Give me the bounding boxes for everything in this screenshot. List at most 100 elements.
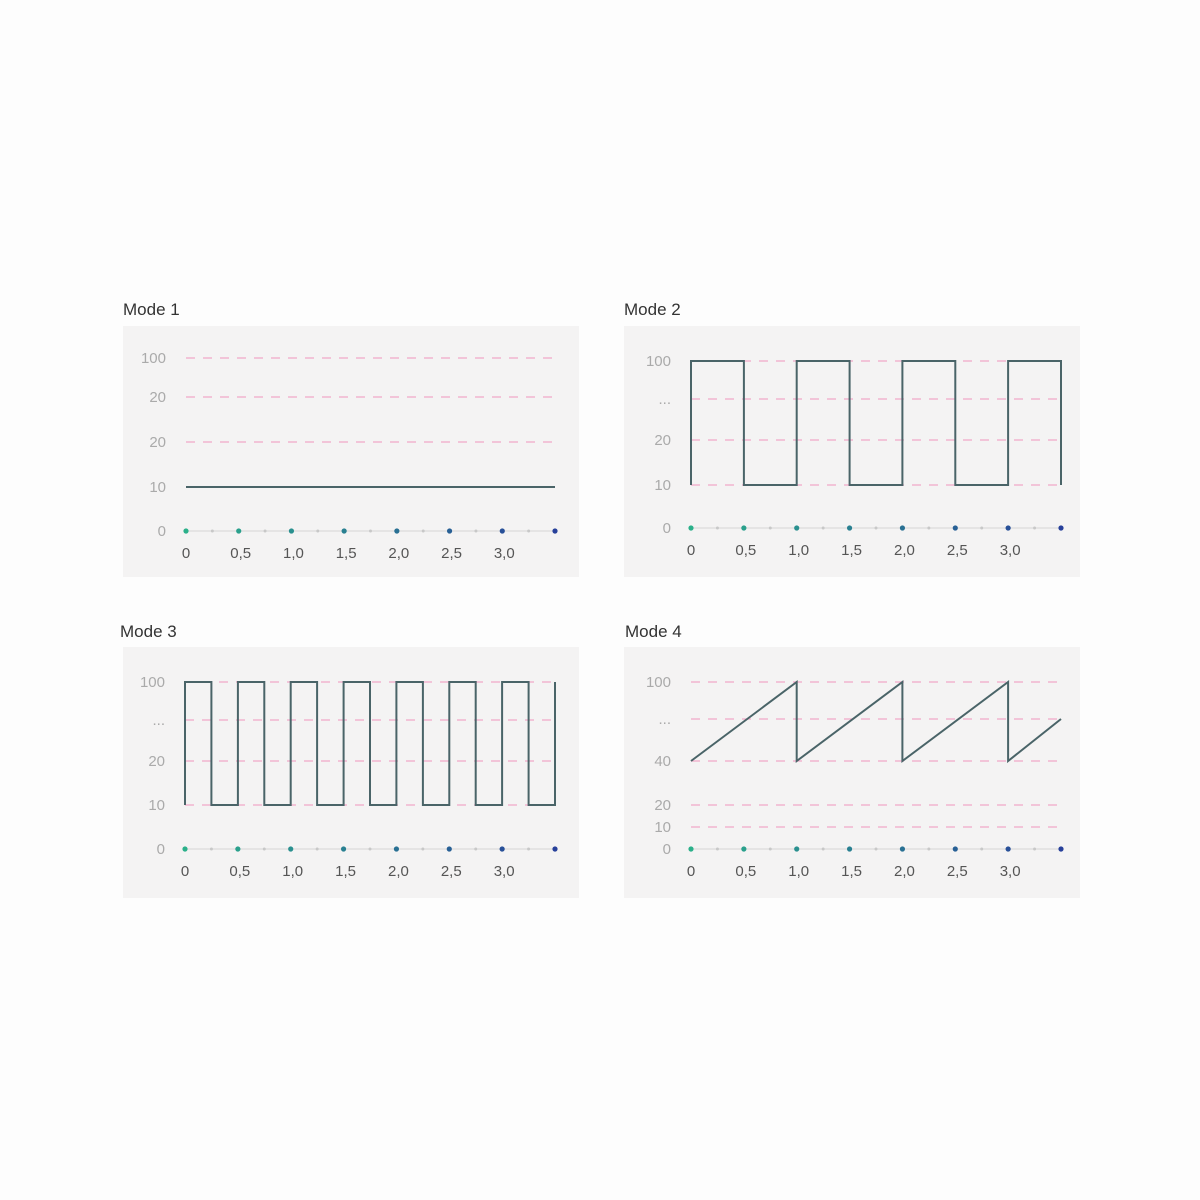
x-tick-label: 0,5 <box>229 863 250 880</box>
chart-panel-mode-2: 100... 20 10 0 0 0,5 1,0 1,5 2,0 2,5 3,0 <box>624 326 1080 577</box>
y-tick-label: 20 <box>654 797 671 814</box>
x-tick-label: 3,0 <box>494 863 515 880</box>
x-axis-minor-dot <box>927 847 931 851</box>
y-tick-label: 0 <box>663 841 671 858</box>
x-tick-label: 1,0 <box>282 863 303 880</box>
x-axis-minor-dot <box>768 847 772 851</box>
x-axis-minor-dot <box>527 847 531 851</box>
y-tick-label: 40 <box>654 753 671 770</box>
x-axis-minor-dot <box>768 526 772 530</box>
x-tick-label: 0,5 <box>735 863 756 880</box>
chart-panel-mode-1: 100 20 20 10 0 0 0,5 1,0 1,5 2,0 2,5 3,0 <box>123 326 579 577</box>
x-tick-label: 2,5 <box>947 542 968 559</box>
y-tick-label: 20 <box>654 432 671 449</box>
x-tick-label: 0 <box>687 863 695 880</box>
y-tick-label: 10 <box>654 819 671 836</box>
y-tick-label: ... <box>658 391 671 408</box>
x-axis-dot <box>846 525 853 531</box>
x-tick-label: 2,5 <box>947 863 968 880</box>
x-axis-dot <box>236 528 242 534</box>
x-axis-dot <box>393 846 400 852</box>
x-axis-dot <box>341 528 347 534</box>
x-axis-minor-dot <box>474 847 478 851</box>
y-tick-label: 20 <box>149 434 166 451</box>
y-tick-label: 20 <box>148 753 165 770</box>
x-axis-dot <box>846 846 853 852</box>
y-tick-label: 100 <box>140 674 165 691</box>
chart-title-mode-4: Mode 4 <box>625 622 682 641</box>
x-tick-label: 2,0 <box>894 542 915 559</box>
x-axis-dot <box>288 846 294 852</box>
y-tick-label: 0 <box>663 520 671 537</box>
x-axis-dot <box>688 525 694 531</box>
x-axis-minor-dot <box>1033 847 1037 851</box>
x-axis-minor-dot <box>369 529 372 533</box>
x-tick-label: 3,0 <box>1000 542 1021 559</box>
x-axis-minor-dot <box>927 526 931 530</box>
x-axis-dot <box>499 846 505 852</box>
x-tick-label: 2,5 <box>441 545 462 562</box>
x-axis-dot <box>182 846 188 852</box>
x-tick-label: 1,5 <box>841 863 862 880</box>
x-axis-dot <box>183 528 189 534</box>
x-axis-dot <box>446 846 452 852</box>
y-tick-label: 100 <box>141 350 166 367</box>
x-axis-dot <box>499 528 505 534</box>
x-axis-minor-dot <box>874 847 878 851</box>
x-axis-dot <box>340 846 347 852</box>
y-tick-label: 0 <box>158 523 166 540</box>
x-axis-minor-dot <box>315 847 319 851</box>
x-tick-label: 3,0 <box>494 545 515 562</box>
x-tick-label: 3,0 <box>1000 863 1021 880</box>
x-axis-dot <box>552 528 558 534</box>
y-tick-label: 100 <box>646 674 671 691</box>
x-tick-label: 1,0 <box>788 863 809 880</box>
x-axis-minor-dot <box>210 529 214 533</box>
x-axis-dot <box>446 528 453 534</box>
x-axis-minor-dot <box>821 526 825 530</box>
x-tick-label: 1,5 <box>335 863 356 880</box>
x-tick-label: 2,0 <box>388 863 409 880</box>
x-axis-minor-dot <box>262 847 266 851</box>
x-axis-dot <box>794 846 800 852</box>
y-tick-label: ... <box>658 711 671 728</box>
x-axis-minor-dot <box>209 847 213 851</box>
x-tick-label: 0 <box>182 545 190 562</box>
x-axis-minor-dot <box>715 847 719 851</box>
x-axis-dot <box>394 528 400 534</box>
x-tick-label: 0 <box>687 542 695 559</box>
x-axis-minor-dot <box>1033 526 1037 530</box>
chart-panel-mode-3: 100... 20 10 0 0 0,5 1,0 1,5 2,0 2,5 3,0 <box>123 647 579 898</box>
series-line <box>690 680 1062 764</box>
series-line <box>690 360 1062 486</box>
x-tick-label: 0,5 <box>735 542 756 559</box>
x-axis-minor-dot <box>874 526 878 530</box>
chart-title-mode-3: Mode 3 <box>120 622 177 641</box>
x-tick-label: 0,5 <box>230 545 251 562</box>
x-axis-minor-dot <box>368 847 372 851</box>
x-tick-label: 2,0 <box>388 545 409 562</box>
x-axis-minor-dot <box>821 847 825 851</box>
x-axis-dot <box>688 846 694 852</box>
chart-title-mode-1: Mode 1 <box>123 300 180 319</box>
x-tick-label: 1,5 <box>841 542 862 559</box>
x-tick-label: 1,5 <box>336 545 357 562</box>
x-axis-minor-dot <box>980 847 984 851</box>
x-axis-dot <box>235 846 241 852</box>
x-tick-label: 1,0 <box>788 542 809 559</box>
x-axis-dot <box>1058 525 1064 531</box>
x-axis-minor-dot <box>474 529 478 533</box>
x-axis-dot <box>288 528 295 534</box>
x-axis-dot <box>794 525 800 531</box>
y-tick-label: 10 <box>654 477 671 494</box>
x-axis-dot <box>952 846 958 852</box>
x-axis-minor-dot <box>316 529 320 533</box>
y-tick-label: 10 <box>149 479 166 496</box>
y-tick-label: 100 <box>646 353 671 370</box>
chart-panel-mode-4: 100... 40 20 10 0 0 0,5 1,0 1,5 2,0 2,5 3,0 <box>624 647 1080 898</box>
x-axis-minor-dot <box>421 529 425 533</box>
x-axis-dot <box>1005 525 1011 531</box>
